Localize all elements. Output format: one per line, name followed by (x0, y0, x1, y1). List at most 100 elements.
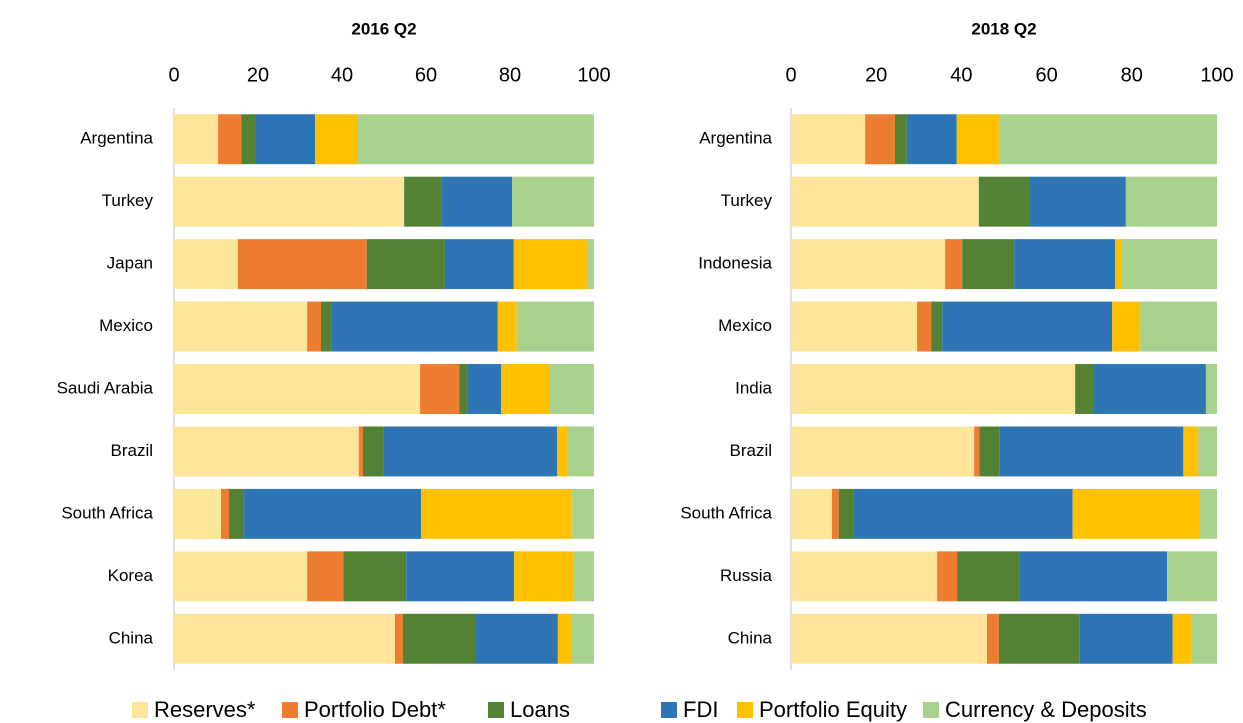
bar-segment (497, 301, 517, 352)
category-label: Indonesia (698, 254, 772, 273)
bar-segment (420, 364, 460, 414)
bar-segment (514, 551, 573, 602)
bar-segment (978, 176, 1030, 227)
bar-segment (1075, 364, 1094, 414)
bar-segment (244, 488, 421, 539)
x-tick-label: 0 (785, 64, 796, 86)
bar-segment (174, 426, 359, 477)
bar-segment (331, 301, 498, 352)
bar-segment (917, 301, 932, 352)
bar-segment (1112, 301, 1141, 352)
bar-segment (567, 426, 594, 477)
bar-segment (838, 488, 854, 539)
legend-swatch (488, 702, 504, 718)
category-label: Saudi Arabia (57, 378, 154, 397)
legend-swatch (282, 702, 298, 718)
bar-segment (791, 364, 1076, 414)
bar-segment (475, 613, 558, 664)
bar-segment (979, 426, 1000, 477)
x-tick-label: 20 (247, 64, 269, 86)
bar-segment (467, 364, 502, 414)
x-tick-label: 40 (331, 64, 353, 86)
x-tick-label: 0 (168, 64, 179, 86)
bar-segment (221, 488, 230, 539)
bar-segment (174, 613, 395, 664)
bar-segment (516, 301, 594, 352)
bar-segment (791, 114, 866, 165)
bar-segment (998, 613, 1080, 664)
bar-segment (791, 176, 979, 227)
bar-segment (1014, 239, 1116, 290)
bar-segment (366, 239, 445, 290)
bar-segment (1115, 239, 1123, 290)
bar-segment (1140, 301, 1217, 352)
bar-segment (174, 176, 405, 227)
bar-segment (573, 551, 594, 602)
bar-segment (321, 301, 332, 352)
bar-segment (791, 613, 987, 664)
bar-segment (1191, 613, 1217, 664)
bar-segment (241, 114, 256, 165)
bar-segment (174, 239, 238, 290)
category-label: Turkey (102, 191, 154, 210)
bar-segment (1167, 551, 1217, 602)
category-label: Mexico (718, 316, 772, 335)
bar-segment (853, 488, 1073, 539)
bar-segment (394, 613, 403, 664)
bar-segment (1072, 488, 1200, 539)
category-label: China (728, 628, 773, 647)
bar-segment (1029, 176, 1126, 227)
category-label: South Africa (61, 503, 153, 522)
bar-segment (998, 114, 1217, 165)
bar-segment (586, 239, 594, 290)
bar-segment (937, 551, 958, 602)
category-label: South Africa (680, 503, 772, 522)
bar-segment (501, 364, 550, 414)
bar-segment (343, 551, 407, 602)
x-tick-label: 80 (499, 64, 521, 86)
bar-segment (1199, 488, 1217, 539)
legend-label: Currency & Deposits (945, 697, 1147, 722)
bar-segment (957, 551, 1020, 602)
bar-segment (420, 488, 573, 539)
bar-segment (255, 114, 316, 165)
bar-segment (174, 551, 308, 602)
x-tick-label: 100 (577, 64, 610, 86)
category-label: Brazil (110, 441, 153, 460)
bar-segment (986, 613, 999, 664)
bar-segment (831, 488, 839, 539)
bar-segment (572, 488, 594, 539)
bar-segment (315, 114, 358, 165)
bar-segment (174, 488, 222, 539)
category-label: Japan (107, 254, 153, 273)
bar-segment (791, 551, 938, 602)
bar-segment (444, 239, 514, 290)
category-label: China (109, 628, 154, 647)
bar-segment (174, 301, 308, 352)
category-label: Mexico (99, 316, 153, 335)
bar-segment (459, 364, 468, 414)
bar-segment (999, 426, 1184, 477)
bar-segment (791, 239, 946, 290)
bar-segment (1205, 364, 1217, 414)
bar-segment (791, 488, 832, 539)
bar-segment (1183, 426, 1199, 477)
bar-segment (956, 114, 999, 165)
x-tick-label: 40 (950, 64, 972, 86)
bar-segment (1122, 239, 1217, 290)
bar-segment (307, 301, 321, 352)
legend-swatch (737, 702, 753, 718)
chart-title: 2018 Q2 (971, 19, 1036, 38)
x-tick-label: 60 (415, 64, 437, 86)
bar-segment (549, 364, 594, 414)
bar-segment (406, 551, 515, 602)
bar-segment (570, 613, 594, 664)
category-label: Argentina (80, 129, 153, 148)
bar-segment (513, 239, 587, 290)
bar-segment (865, 114, 895, 165)
bar-segment (1125, 176, 1217, 227)
bar-segment (404, 176, 442, 227)
x-tick-label: 80 (1121, 64, 1143, 86)
bar-segment (218, 114, 242, 165)
